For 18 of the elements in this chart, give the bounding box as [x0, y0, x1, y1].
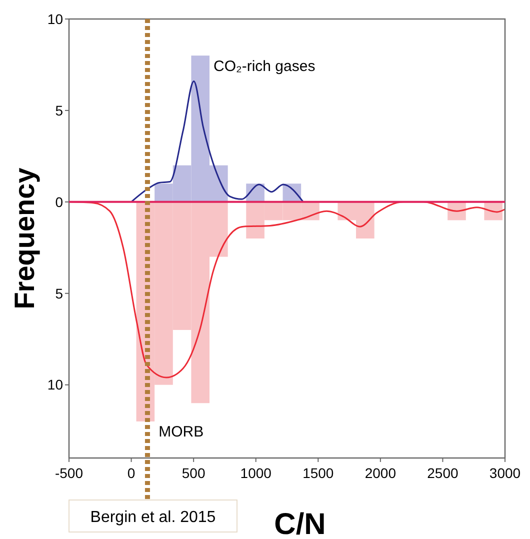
x-tick-label: 1500 [302, 465, 334, 481]
x-axis-title: C/N [274, 508, 326, 539]
series-label: CO₂-rich gases [214, 58, 316, 75]
ref-line-label: Bergin et al. 2015 [90, 509, 216, 526]
x-tick-label: 0 [127, 465, 136, 481]
series-label: MORB [158, 424, 204, 441]
x-tick-label: 2500 [427, 465, 458, 481]
y-tick-label: 10 [47, 376, 64, 393]
x-tick-label: 2000 [364, 465, 396, 481]
x-tick-label: -500 [54, 465, 84, 481]
y-tick-label: 0 [55, 194, 64, 210]
y-tick-label: 10 [47, 10, 64, 27]
y-axis-title: Frequency [9, 167, 40, 310]
x-tick-label: 3000 [489, 465, 521, 481]
x-tick-label: 500 [182, 465, 206, 481]
x-tick-label: 1000 [240, 465, 272, 481]
y-tick-label: 5 [55, 102, 64, 118]
y-tick-label: 5 [55, 285, 64, 302]
